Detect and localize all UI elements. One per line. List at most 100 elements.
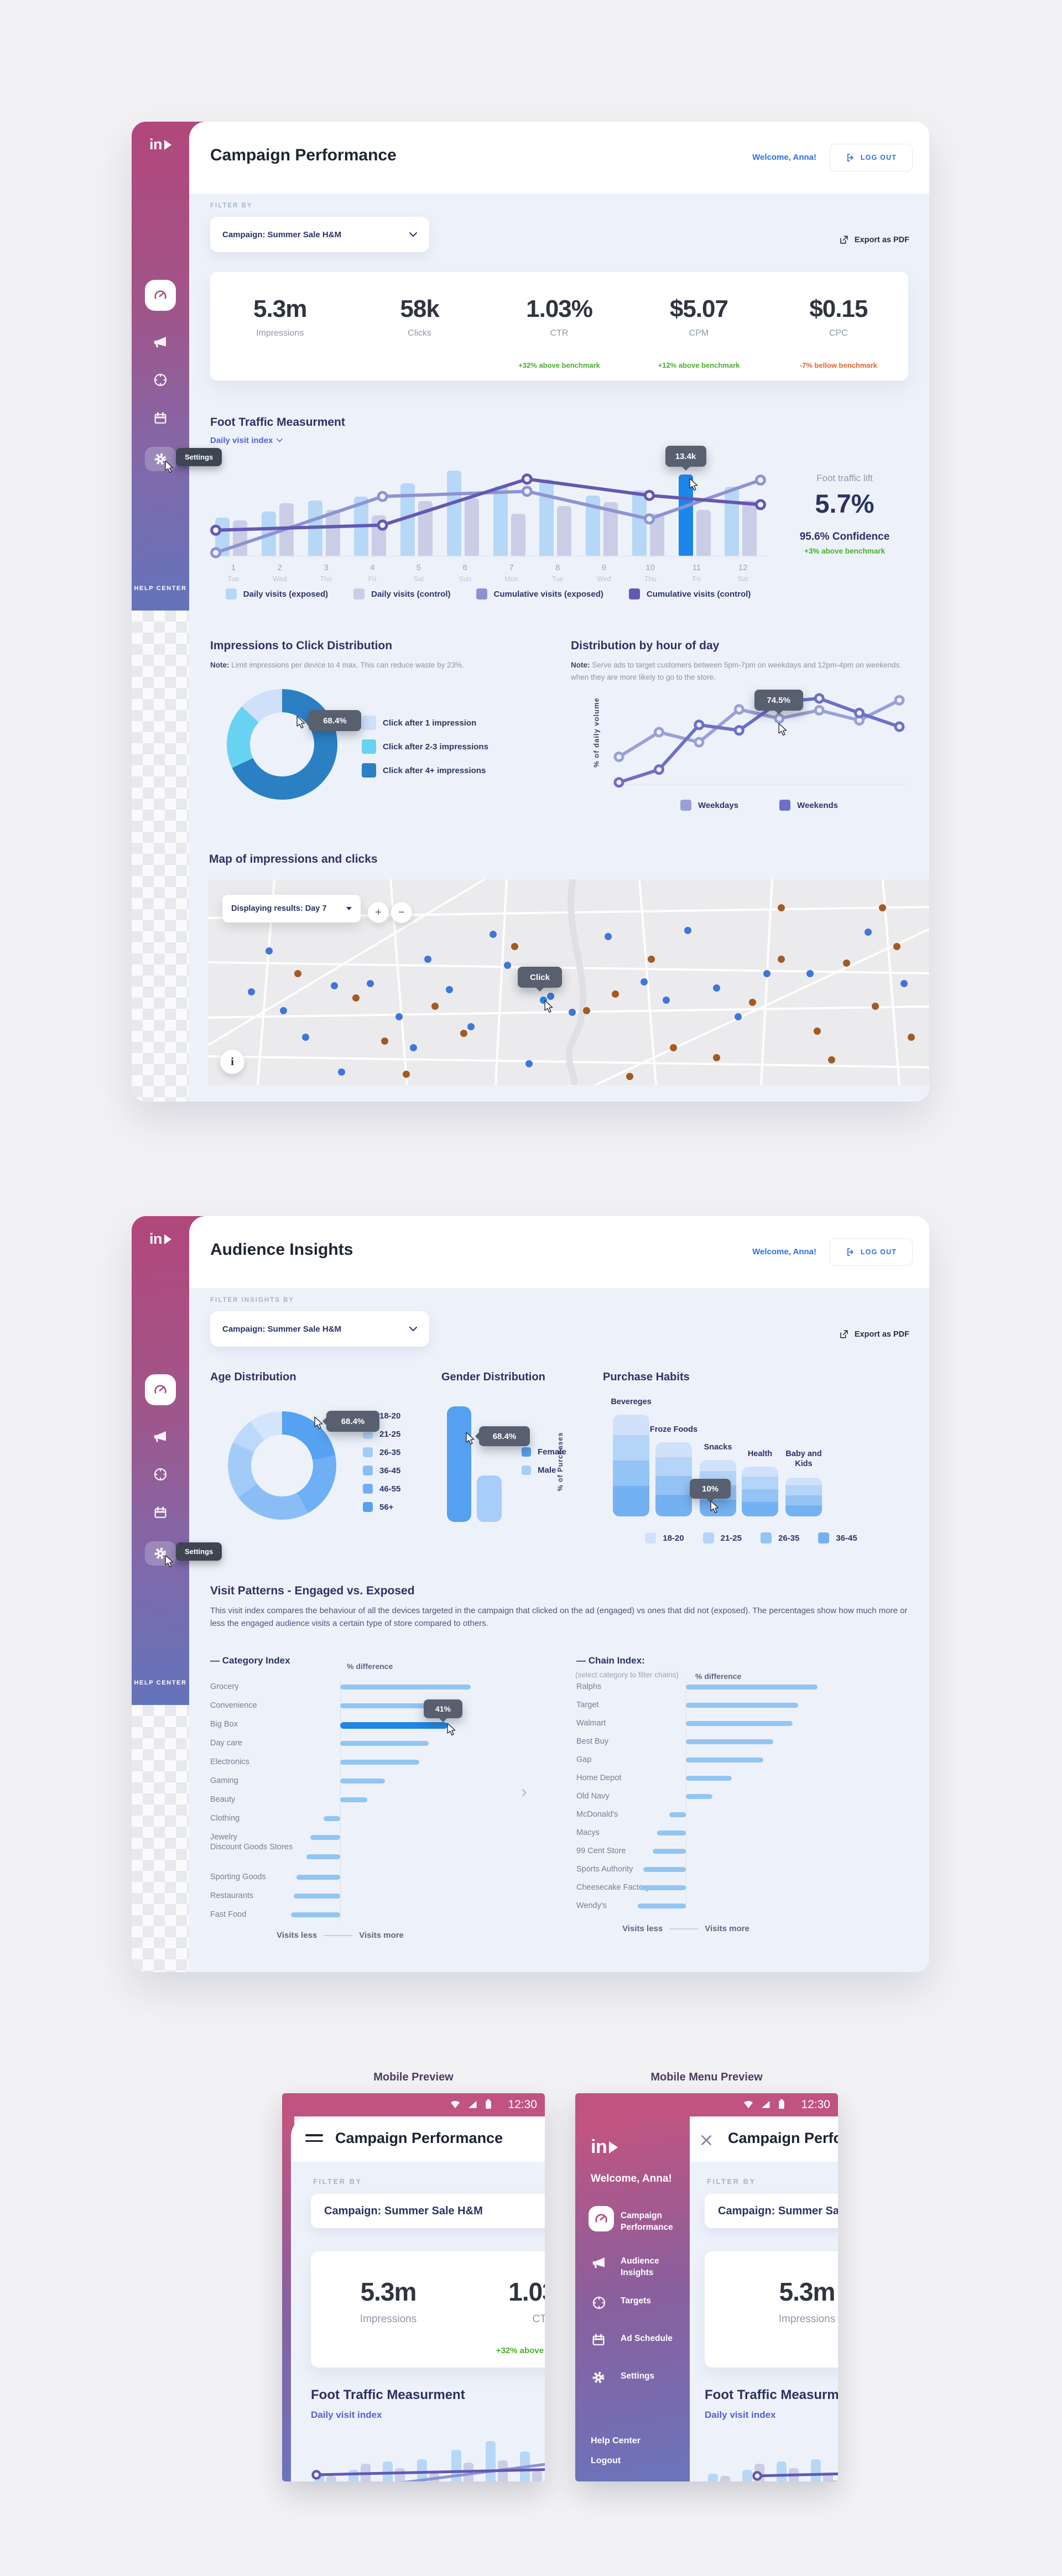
bar-daily-exposed[interactable] [539, 479, 554, 556]
bar-daily-control[interactable] [532, 2471, 542, 2481]
help-center-link[interactable]: HELP CENTER [134, 585, 187, 592]
map-click-dot[interactable] [381, 1037, 388, 1045]
map-click-dot[interactable] [778, 904, 785, 911]
map-day-dropdown[interactable]: Displaying results: Day 7 [222, 895, 361, 922]
map-impression-dot[interactable] [569, 1009, 576, 1016]
map-click-dot[interactable] [778, 955, 785, 963]
map-impression-dot[interactable] [467, 1023, 475, 1031]
map-impression-dot[interactable] [446, 986, 454, 994]
map-click-dot[interactable] [460, 1029, 468, 1037]
map-info-button[interactable]: i [220, 1050, 244, 1074]
campaign-filter-dropdown[interactable]: Campaign: Summer Sale H&M [210, 217, 429, 252]
map-click-dot[interactable] [828, 1056, 836, 1063]
map-click-dot[interactable] [669, 1044, 677, 1051]
export-pdf-button[interactable]: Export as PDF [839, 1329, 909, 1339]
bar-daily-control[interactable] [464, 498, 479, 556]
foot-traffic-chart[interactable] [311, 2428, 545, 2481]
map-impression-dot[interactable] [395, 1013, 403, 1020]
map-impression-dot[interactable] [712, 984, 720, 992]
bar-daily-control[interactable] [720, 2476, 730, 2481]
map-click-dot[interactable] [871, 1003, 879, 1010]
map-click-dot[interactable] [907, 1034, 915, 1041]
category-bar[interactable] [340, 1685, 471, 1689]
category-bar[interactable] [291, 1912, 340, 1917]
map-click-dot[interactable] [842, 960, 850, 967]
impressions-map[interactable]: Displaying results: Day 7 + − i Click [208, 879, 929, 1085]
category-bar[interactable] [310, 1835, 340, 1840]
map-click-dot[interactable] [648, 955, 655, 963]
sidebar-item-audience-insights[interactable] [132, 334, 189, 351]
map-impression-dot[interactable] [864, 929, 872, 936]
map-impression-dot[interactable] [366, 980, 374, 988]
chain-bar[interactable] [686, 1776, 732, 1781]
map-impression-dot[interactable] [662, 997, 670, 1004]
map-click-dot[interactable] [612, 990, 620, 998]
map-click-dot[interactable] [352, 994, 360, 1002]
category-row-label[interactable]: Big Box [210, 1720, 238, 1729]
chain-bar[interactable] [637, 1904, 686, 1908]
map-impression-dot[interactable] [684, 926, 691, 934]
help-center-link[interactable]: Help Center [591, 2436, 641, 2445]
logout-link[interactable]: Logout [591, 2456, 621, 2465]
sidebar-item-audience-insights[interactable] [132, 1428, 189, 1445]
menu-item-audience-insights[interactable]: Audience Insights [575, 2255, 690, 2288]
chain-bar[interactable] [653, 1849, 686, 1854]
map-click-dot[interactable] [749, 998, 756, 1006]
sidebar-item-ad-schedule[interactable] [132, 410, 189, 426]
bar-daily-control[interactable] [557, 506, 572, 556]
category-row-label[interactable]: Discount Goods Stores [210, 1843, 293, 1852]
map-impression-dot[interactable] [546, 992, 554, 1000]
chain-bar[interactable] [643, 1867, 686, 1872]
sidebar-item-settings[interactable] [132, 451, 189, 467]
bar-daily-exposed[interactable] [417, 2459, 427, 2481]
map-impression-dot[interactable] [900, 980, 908, 988]
bar-daily-control[interactable] [326, 2476, 336, 2481]
category-bar[interactable] [296, 1875, 340, 1880]
bar-daily-control[interactable] [325, 510, 340, 556]
bar-daily-control[interactable] [742, 500, 757, 556]
map-impression-dot[interactable] [266, 947, 273, 955]
hamburger-menu-icon[interactable] [305, 2134, 323, 2146]
map-impression-dot[interactable] [280, 1007, 288, 1014]
map-click-dot[interactable] [294, 969, 302, 977]
map-impression-dot[interactable] [330, 982, 338, 989]
map-impression-dot[interactable] [503, 961, 511, 969]
category-bar[interactable] [340, 1779, 386, 1784]
sidebar-item-settings[interactable] [132, 1546, 189, 1561]
bar-daily-exposed[interactable] [383, 2462, 393, 2481]
bar-daily-exposed[interactable] [446, 471, 461, 556]
purchase-bar-froze-foods[interactable] [655, 1442, 692, 1516]
map-impression-dot[interactable] [806, 969, 814, 977]
map-impression-dot[interactable] [734, 1013, 742, 1020]
category-row-label[interactable]: Fast Food [210, 1910, 247, 1919]
bar-daily-exposed[interactable] [493, 486, 508, 556]
daily-visit-index-selector[interactable]: Daily visit index [705, 2410, 776, 2420]
map-impression-dot[interactable] [763, 969, 771, 977]
logout-button[interactable]: LOG OUT [830, 1238, 913, 1266]
hour-distribution-chart[interactable]: 74.5% [611, 686, 907, 788]
category-bar[interactable] [294, 1894, 340, 1899]
sidebar-item-ad-schedule[interactable] [132, 1505, 189, 1520]
map-impression-dot[interactable] [247, 988, 255, 996]
purchase-bar-health[interactable] [742, 1467, 778, 1516]
gender-male-bar[interactable] [477, 1475, 502, 1522]
bar-daily-exposed[interactable] [742, 2470, 752, 2481]
daily-visit-index-selector[interactable]: Daily visit index [210, 436, 283, 445]
category-row-label[interactable]: Gaming [210, 1776, 238, 1785]
chain-bar[interactable] [686, 1758, 763, 1762]
chain-bar[interactable] [686, 1721, 793, 1726]
map-impression-dot[interactable] [489, 931, 497, 938]
category-row-label[interactable]: Beauty [210, 1795, 236, 1804]
menu-item-settings[interactable]: Settings [575, 2370, 690, 2403]
map-impression-dot[interactable] [337, 1068, 345, 1076]
category-bar[interactable] [340, 1741, 429, 1746]
map-impression-dot[interactable] [641, 978, 648, 985]
category-bar[interactable] [324, 1816, 340, 1821]
category-row-label[interactable]: Day care [210, 1739, 243, 1748]
menu-item-ad-schedule[interactable]: Ad Schedule [575, 2332, 690, 2365]
chain-bar[interactable] [669, 1812, 686, 1817]
map-click-dot[interactable] [893, 943, 900, 951]
campaign-filter-dropdown[interactable]: Campaign: Summer Sale H&M [311, 2194, 545, 2228]
category-bar[interactable] [340, 1722, 448, 1729]
map-impression-dot[interactable] [525, 1060, 533, 1068]
